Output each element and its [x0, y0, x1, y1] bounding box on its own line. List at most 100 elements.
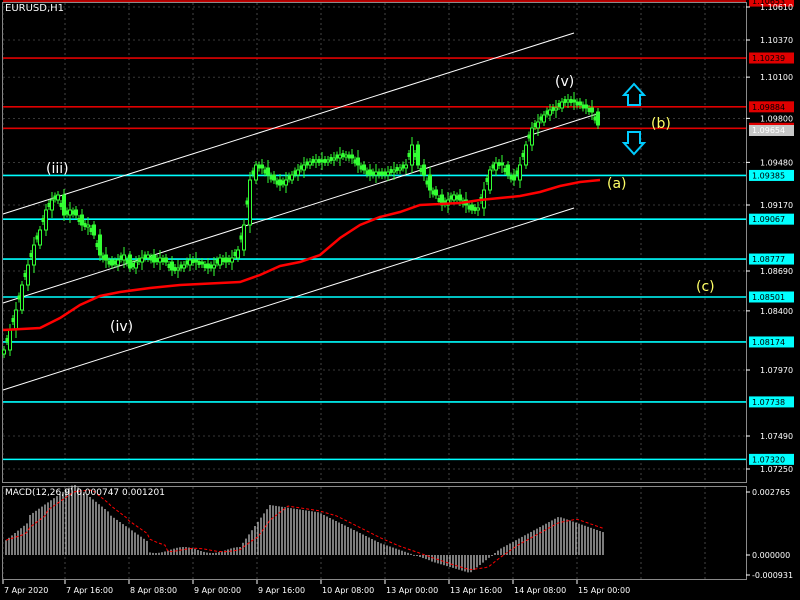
level-price-label: 1.09385: [752, 171, 785, 180]
level-price-box: [749, 169, 794, 181]
macd-bar: [536, 528, 538, 555]
macd-bar: [140, 536, 142, 555]
candle-body: [104, 254, 108, 261]
macd-signal-line: [5, 489, 604, 571]
macd-bar: [398, 549, 400, 555]
candle-body: [377, 171, 381, 176]
candle-body: [590, 107, 594, 113]
macd-bar: [143, 538, 145, 555]
candle-body: [458, 194, 462, 201]
macd-bar: [503, 546, 505, 555]
candle-body: [242, 224, 246, 251]
macd-bar: [422, 555, 424, 559]
macd-tick-label: -0.000931: [752, 571, 793, 580]
candle-body: [530, 127, 534, 146]
macd-bar: [374, 540, 376, 555]
macd-bar: [281, 506, 283, 555]
channel-lower-line[interactable]: [2, 207, 575, 391]
macd-bar: [485, 555, 487, 561]
candle-body: [17, 295, 21, 300]
macd-bar: [116, 519, 118, 555]
wave-label-c: (c): [696, 279, 715, 295]
macd-bar: [200, 551, 202, 555]
macd-bar: [164, 551, 166, 555]
macd-bar: [203, 551, 205, 555]
macd-bar: [356, 531, 358, 555]
macd-bar: [296, 509, 298, 555]
candle-body: [197, 261, 201, 265]
moving-average-line: [2, 178, 601, 332]
candle-body: [164, 257, 168, 263]
candle-body: [485, 178, 489, 182]
macd-bar: [395, 548, 397, 555]
candle-body: [2, 349, 6, 355]
time-tick-label: 15 Apr 00:00: [578, 586, 630, 595]
macd-bar: [584, 525, 586, 555]
candle-body: [311, 159, 315, 163]
candle-body: [5, 338, 9, 342]
candle-body: [395, 167, 399, 171]
candle-body: [506, 164, 510, 176]
horizontal-levels[interactable]: 1.106531.102391.098841.097281.093851.090…: [3, 0, 794, 465]
candle-body: [194, 259, 198, 263]
macd-bar: [236, 547, 238, 555]
candle-body: [335, 154, 339, 159]
candle-body: [419, 168, 423, 172]
macd-bar: [350, 528, 352, 555]
macd-bar: [251, 530, 253, 555]
macd-bar: [110, 515, 112, 555]
macd-indicator-label: MACD(12,26,9) 0.000747 0.001201: [5, 488, 165, 498]
macd-bar: [134, 532, 136, 555]
candle-body: [548, 109, 552, 116]
macd-bar: [68, 487, 70, 555]
candle-body: [35, 235, 39, 240]
time-tick-label: 8 Apr 08:00: [130, 586, 177, 595]
candle-body: [38, 229, 42, 246]
macd-bar: [95, 501, 97, 555]
candle-body: [434, 189, 438, 196]
candle-body: [470, 204, 474, 211]
time-tick-label: 9 Apr 16:00: [258, 586, 305, 595]
candle-body: [320, 159, 324, 163]
candle-body: [68, 209, 72, 216]
macd-bar: [176, 547, 178, 555]
candle-body: [86, 224, 90, 228]
macd-bar: [86, 494, 88, 555]
macd-bar: [158, 552, 160, 555]
channel-middle-line[interactable]: [2, 112, 601, 304]
macd-bar: [590, 527, 592, 555]
macd-bar: [539, 527, 541, 555]
candle-body: [527, 134, 531, 139]
macd-bar: [98, 504, 100, 555]
candle-body: [428, 174, 432, 191]
candle-body: [80, 214, 84, 226]
trend-channel[interactable]: [2, 32, 601, 391]
candle-body: [41, 218, 45, 222]
candle-body: [290, 174, 294, 181]
macd-bar: [32, 512, 34, 555]
macd-bar: [104, 509, 106, 555]
macd-bar: [239, 547, 241, 555]
price-candles: [2, 92, 600, 358]
wave-label-iv: (iv): [110, 319, 133, 335]
macd-bar: [188, 547, 190, 555]
macd-bar: [311, 511, 313, 555]
candle-body: [179, 264, 183, 269]
macd-bar: [323, 515, 325, 555]
candle-body: [23, 273, 27, 277]
channel-upper-line[interactable]: [2, 32, 575, 215]
candle-body: [416, 144, 420, 166]
macd-bar: [455, 555, 457, 569]
macd-bar: [92, 499, 94, 555]
candle-body: [596, 111, 600, 126]
candle-body: [128, 254, 132, 269]
chart-symbol-label: EURUSD,H1: [5, 3, 65, 14]
candle-body: [26, 264, 30, 286]
macd-bar: [464, 555, 466, 572]
candle-body: [359, 165, 363, 170]
macd-bar: [419, 555, 421, 557]
time-tick-label: 10 Apr 08:00: [322, 586, 374, 595]
macd-bar: [50, 500, 52, 555]
macd-bar: [515, 540, 517, 555]
